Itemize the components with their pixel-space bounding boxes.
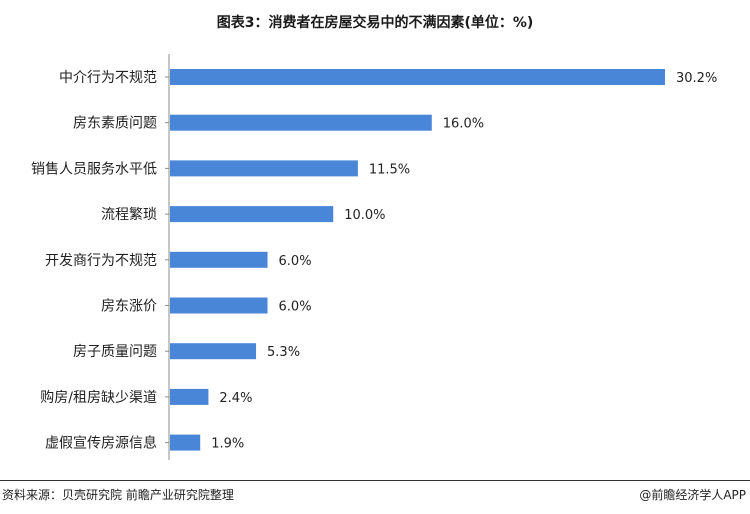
brand-credit: @前瞻经济学人APP bbox=[639, 488, 746, 502]
bar bbox=[170, 251, 268, 268]
chart-title: 图表3：消费者在房屋交易中的不满因素(单位：%) bbox=[216, 15, 534, 31]
category-label: 房东涨价 bbox=[101, 299, 157, 315]
bar-chart: 中介行为不规范 30.2% 房东素质问题 16.0% 销售人员服务水平低 11.5% 流程繁… bbox=[31, 54, 717, 460]
value-label: 6.0% bbox=[279, 254, 312, 269]
category-label: 虚假宣传房源信息 bbox=[45, 435, 157, 452]
category-label: 流程繁琐 bbox=[101, 206, 157, 223]
bar bbox=[170, 160, 358, 177]
value-label: 16.0% bbox=[443, 117, 484, 132]
value-label: 11.5% bbox=[369, 162, 410, 177]
value-label: 1.9% bbox=[211, 437, 244, 452]
source-note: 资料来源：贝壳研究院 前瞻产业研究院整理 bbox=[2, 488, 234, 502]
category-label: 开发商行为不规范 bbox=[45, 252, 157, 269]
value-label: 2.4% bbox=[219, 391, 252, 406]
value-label: 30.2% bbox=[676, 71, 717, 86]
bar bbox=[170, 434, 201, 451]
value-label: 6.0% bbox=[279, 300, 312, 315]
category-label: 购房/租房缺少渠道 bbox=[40, 390, 157, 406]
category-label: 销售人员服务水平低 bbox=[31, 161, 157, 177]
bar bbox=[170, 388, 209, 405]
bar bbox=[170, 343, 257, 360]
bar bbox=[170, 69, 665, 85]
value-label: 5.3% bbox=[267, 345, 300, 360]
footer-divider bbox=[0, 480, 750, 481]
category-label: 中介行为不规范 bbox=[59, 69, 157, 86]
category-label: 房东素质问题 bbox=[73, 116, 157, 132]
bar bbox=[170, 297, 268, 314]
value-label: 10.0% bbox=[344, 208, 385, 223]
category-label: 房子质量问题 bbox=[73, 344, 157, 360]
bar bbox=[170, 206, 334, 223]
bar bbox=[170, 114, 432, 131]
